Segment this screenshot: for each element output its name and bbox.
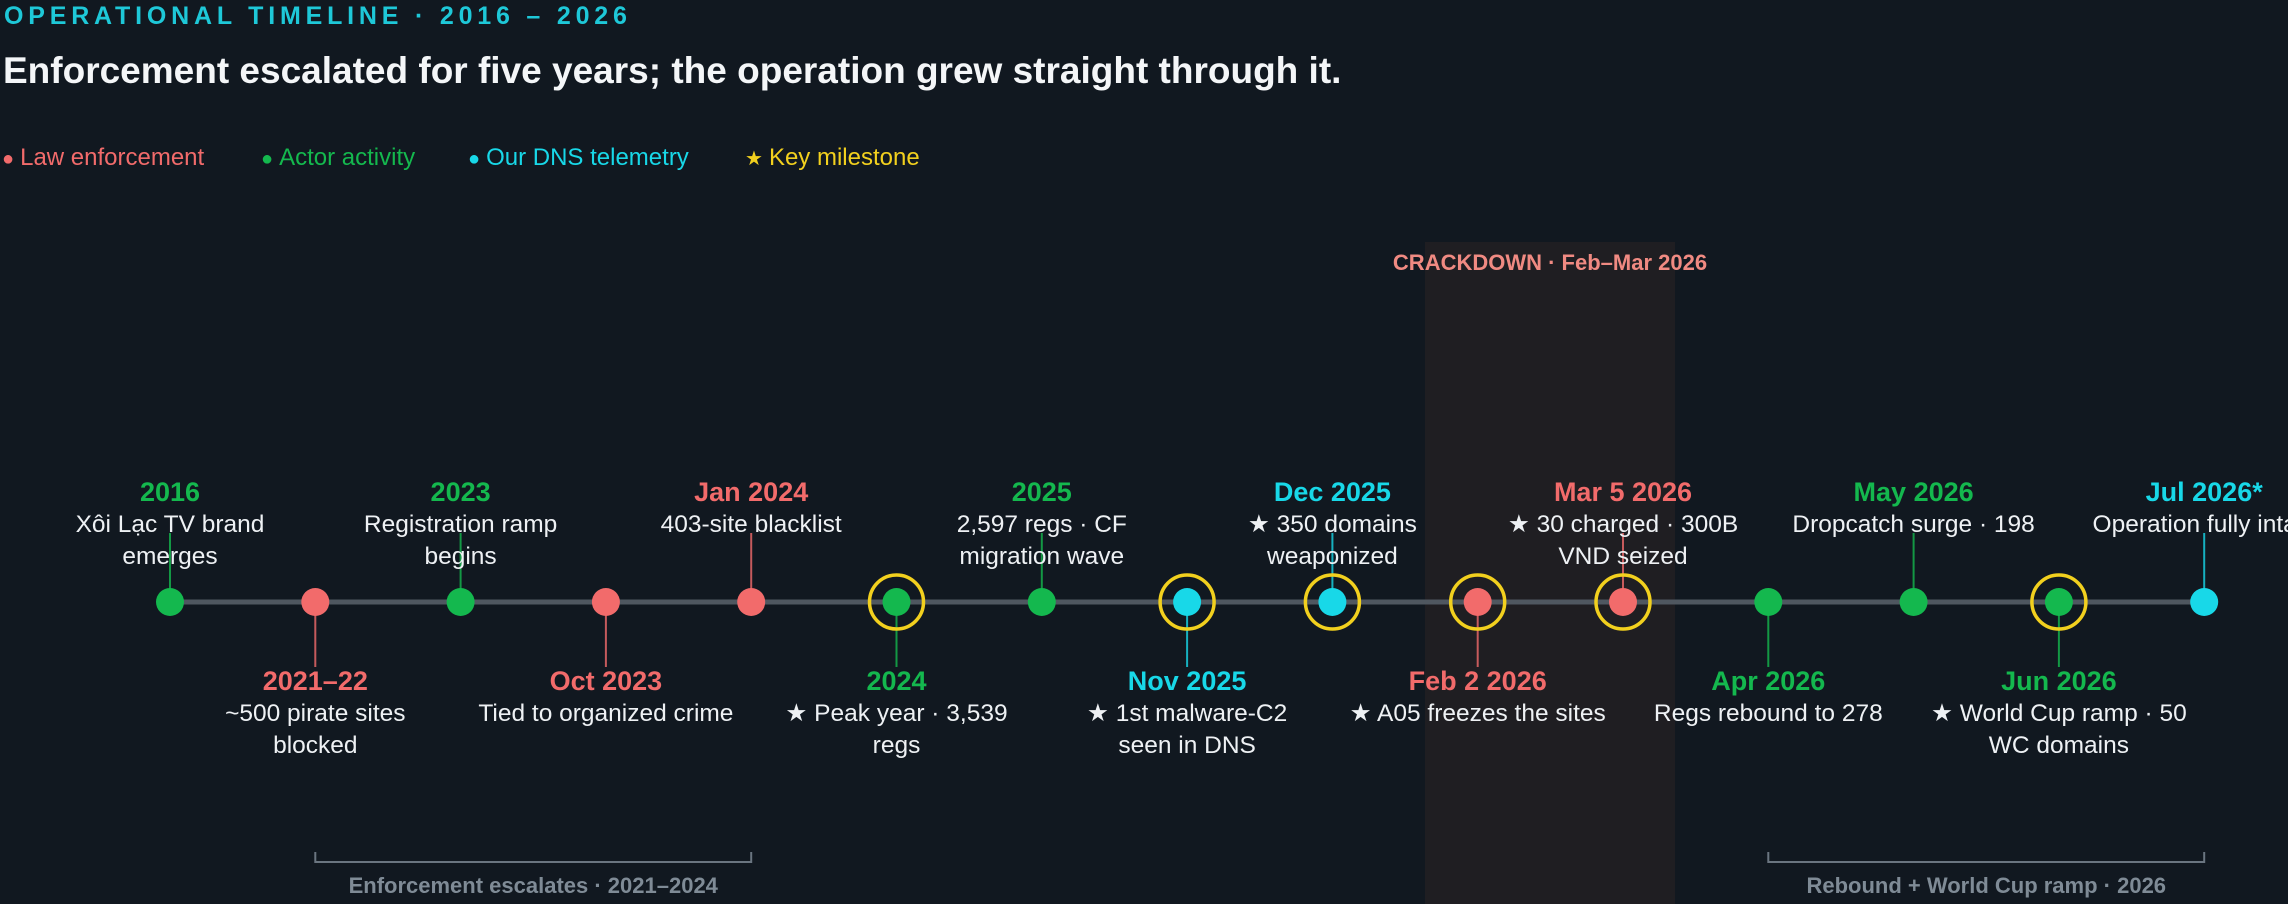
- event-label: Dec 2025 ★ 350 domains weaponized: [1202, 475, 1462, 573]
- event-label: May 2026 Dropcatch surge · 198: [1784, 475, 2044, 541]
- event-date: 2025: [1011, 477, 1072, 507]
- event-description: ★ 30 charged · 300B VND seized: [1507, 511, 1739, 570]
- event-description: ★ World Cup ramp · 50 WC domains: [1931, 700, 2187, 759]
- event-description: ★ Peak year · 3,539 regs: [785, 700, 1008, 759]
- event-date: 2021–22: [262, 666, 368, 696]
- event-label: Mar 5 2026 ★ 30 charged · 300B VND seized: [1493, 475, 1753, 573]
- event-description: ~500 pirate sites blocked: [225, 700, 406, 759]
- event-description: ★ A05 freezes the sites: [1349, 700, 1606, 727]
- event-node: [1173, 588, 1202, 616]
- event-description: 403-site blacklist: [660, 511, 842, 538]
- event-description: Registration ramp begins: [363, 511, 558, 570]
- event-date: 2023: [430, 477, 491, 507]
- event-node: [1754, 588, 1783, 616]
- event-date: Oct 2023: [549, 666, 663, 696]
- event-label: Jul 2026* Operation fully intact: [2074, 475, 2288, 541]
- event-node: [1318, 588, 1347, 616]
- event-label: Jun 2026 ★ World Cup ramp · 50 WC domains: [1929, 664, 2189, 762]
- milestone-ring: [867, 573, 926, 631]
- event-node: [1899, 588, 1928, 616]
- legend-item-dns-telemetry: ● Our DNS telemetry: [468, 144, 689, 172]
- event-date: 2016: [139, 477, 201, 507]
- event-date: Nov 2025: [1127, 666, 1247, 696]
- event-label: Oct 2023 Tied to organized crime: [476, 664, 736, 730]
- event-date: Dec 2025: [1273, 477, 1391, 507]
- event-node: [446, 588, 475, 616]
- milestone-ring: [1448, 573, 1507, 631]
- event-description: ★ 1st malware-C2 seen in DNS: [1086, 700, 1288, 759]
- span-bracket: [314, 852, 753, 863]
- event-date: May 2026: [1853, 477, 1974, 507]
- legend-item-law-enforcement: ● Law enforcement: [2, 144, 204, 172]
- event-label: Apr 2026 Regs rebound to 278: [1638, 664, 1898, 730]
- event-node: [882, 588, 911, 616]
- event-description: Dropcatch surge · 198: [1792, 511, 2035, 538]
- crackdown-band: [1425, 242, 1675, 904]
- legend-label: Our DNS telemetry: [486, 144, 689, 171]
- span-brackets: [314, 852, 2206, 863]
- event-date: Feb 2 2026: [1408, 666, 1547, 696]
- event-date: Apr 2026: [1711, 666, 1826, 696]
- event-node: [156, 588, 184, 616]
- span-label: Rebound + World Cup ramp · 2026: [1806, 873, 2167, 898]
- timeline-kicker: OPERATIONAL TIMELINE · 2016 – 2026: [4, 2, 632, 30]
- event-label: 2016 Xôi Lạc TV brand emerges: [40, 475, 300, 573]
- event-node: [737, 588, 766, 616]
- star-icon: ★: [745, 148, 763, 170]
- event-node: [2044, 588, 2073, 616]
- event-date: Jul 2026*: [2145, 477, 2263, 507]
- milestone-ring: [1303, 573, 1362, 631]
- event-label: Nov 2025 ★ 1st malware-C2 seen in DNS: [1057, 664, 1317, 762]
- legend-item-key-milestone: ★ Key milestone: [745, 144, 920, 172]
- milestone-ring: [2030, 573, 2088, 631]
- event-date: 2024: [866, 666, 927, 696]
- event-date: Jun 2026: [2001, 666, 2117, 696]
- event-description: ★ 350 domains weaponized: [1247, 511, 1417, 570]
- event-node: [1027, 588, 1056, 616]
- event-date: Jan 2024: [694, 477, 809, 507]
- legend-label: Law enforcement: [20, 144, 205, 171]
- event-label: Feb 2 2026 ★ A05 freezes the sites: [1348, 664, 1608, 730]
- milestone-ring: [1158, 573, 1216, 631]
- event-node: [2190, 588, 2219, 616]
- event-label: 2025 2,597 regs · CF migration wave: [912, 475, 1172, 573]
- span-bracket: [1767, 852, 2206, 863]
- event-nodes: [156, 588, 2219, 616]
- dot-icon: ●: [2, 148, 15, 170]
- event-description: Operation fully intact: [2092, 511, 2288, 538]
- event-description: Tied to organized crime: [478, 700, 734, 727]
- event-label: 2024 ★ Peak year · 3,539 regs: [767, 664, 1027, 762]
- event-date: Mar 5 2026: [1553, 477, 1693, 507]
- event-label: 2023 Registration ramp begins: [331, 475, 591, 573]
- event-label: 2021–22 ~500 pirate sites blocked: [185, 664, 445, 762]
- page-title: Enforcement escalated for five years; th…: [3, 50, 1342, 91]
- milestone-rings: [867, 573, 2088, 631]
- span-label: Enforcement escalates · 2021–2024: [348, 873, 718, 898]
- crackdown-label: CRACKDOWN · Feb–Mar 2026: [1392, 250, 1708, 275]
- event-node: [591, 588, 620, 616]
- event-label: Jan 2024 403-site blacklist: [621, 475, 881, 541]
- dot-icon: ●: [468, 148, 481, 170]
- event-description: Regs rebound to 278: [1653, 700, 1883, 727]
- event-node: [301, 588, 330, 616]
- legend-item-actor-activity: ● Actor activity: [261, 144, 415, 172]
- event-node: [1609, 588, 1637, 616]
- dot-icon: ●: [261, 148, 274, 170]
- legend-label: Key milestone: [768, 144, 920, 171]
- legend-label: Actor activity: [279, 144, 416, 171]
- milestone-ring: [1594, 573, 1652, 631]
- event-node: [1463, 588, 1492, 616]
- event-description: 2,597 regs · CF migration wave: [956, 511, 1127, 570]
- event-description: Xôi Lạc TV brand emerges: [75, 511, 265, 570]
